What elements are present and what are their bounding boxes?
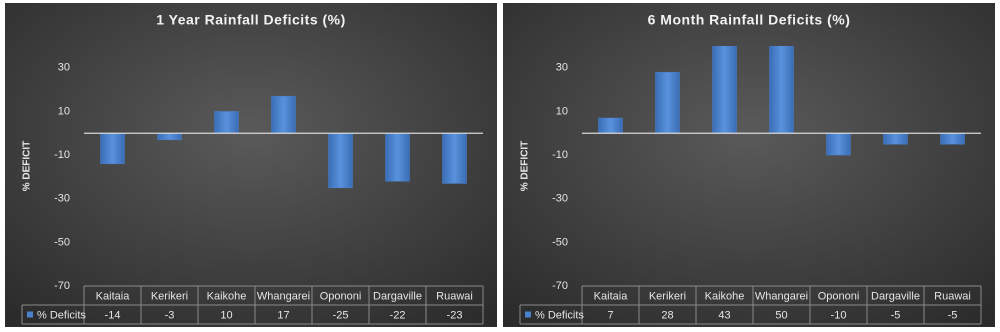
x-tick-label: Whangarei: [755, 290, 808, 302]
bar: [598, 117, 623, 134]
bar: [826, 133, 851, 156]
bar: [328, 133, 353, 189]
panel-background: [5, 3, 497, 327]
bars: [100, 95, 467, 189]
x-tick-label: Ruawai: [436, 290, 473, 302]
y-axis-label: % DEFICIT: [22, 141, 33, 192]
y-tick-label: -10: [54, 149, 70, 161]
x-tick-label: Kerikeri: [649, 290, 686, 302]
bar: [655, 71, 680, 134]
table-value: -25: [333, 309, 349, 321]
chart-panel: 6 Month Rainfall Deficits (%) % DEFICIT -7…: [503, 3, 995, 327]
x-tick-label: Opononi: [320, 290, 362, 302]
table-value: 17: [277, 309, 289, 321]
table-value: 7: [607, 309, 613, 321]
y-tick-label: -70: [54, 280, 70, 292]
x-tick-label: Dargaville: [373, 290, 422, 302]
bar: [100, 133, 125, 165]
x-tick-label: Kaikohe: [207, 290, 247, 302]
y-tick-label: 10: [58, 105, 70, 117]
x-tick-label: Whangarei: [257, 290, 310, 302]
x-tick-label: Opononi: [818, 290, 860, 302]
x-tick-label: Kaitaia: [96, 290, 131, 302]
panel-background: [503, 3, 995, 327]
table-value: -22: [390, 309, 406, 321]
x-tick-label: Kaikohe: [705, 290, 745, 302]
y-tick-label: 30: [556, 62, 568, 74]
legend-swatch: [27, 311, 33, 318]
bars: [598, 46, 965, 156]
y-tick-label: -70: [552, 280, 568, 292]
y-tick-label: -50: [54, 236, 70, 248]
table-value: 43: [718, 309, 730, 321]
bar: [442, 133, 467, 184]
table-value: 50: [775, 309, 787, 321]
table-value: -14: [105, 309, 121, 321]
y-tick-label: -30: [54, 193, 70, 205]
bar: [712, 46, 737, 134]
y-tick-label: 10: [556, 105, 568, 117]
x-tick-label: Kerikeri: [151, 290, 188, 302]
bar: [214, 111, 239, 134]
y-tick-label: -30: [552, 193, 568, 205]
y-tick-label: -10: [552, 149, 568, 161]
y-tick-label: 30: [58, 62, 70, 74]
table-value: -10: [831, 309, 847, 321]
x-tick-label: Kaitaia: [594, 290, 629, 302]
bar: [157, 133, 182, 141]
table-value: -5: [948, 309, 958, 321]
bar: [940, 133, 965, 145]
table-value: -5: [891, 309, 901, 321]
legend-label: % Deficits: [37, 309, 86, 321]
bar: [883, 133, 908, 145]
chart-title: 6 Month Rainfall Deficits (%): [648, 12, 851, 28]
y-tick-label: -50: [552, 236, 568, 248]
chart-panel: 1 Year Rainfall Deficits (%) % DEFICIT -70…: [5, 3, 497, 327]
table-value: 10: [220, 309, 232, 321]
x-tick-label: Ruawai: [934, 290, 971, 302]
table-value: 28: [661, 309, 673, 321]
bar: [385, 133, 410, 182]
table-value: -23: [447, 309, 463, 321]
table-value: -3: [165, 309, 175, 321]
x-tick-label: Dargaville: [871, 290, 920, 302]
legend-label: % Deficits: [535, 309, 584, 321]
bar: [769, 46, 794, 134]
chart-title: 1 Year Rainfall Deficits (%): [156, 12, 346, 28]
y-axis-label: % DEFICIT: [520, 141, 531, 192]
legend-swatch: [525, 311, 531, 318]
bar: [271, 95, 296, 134]
